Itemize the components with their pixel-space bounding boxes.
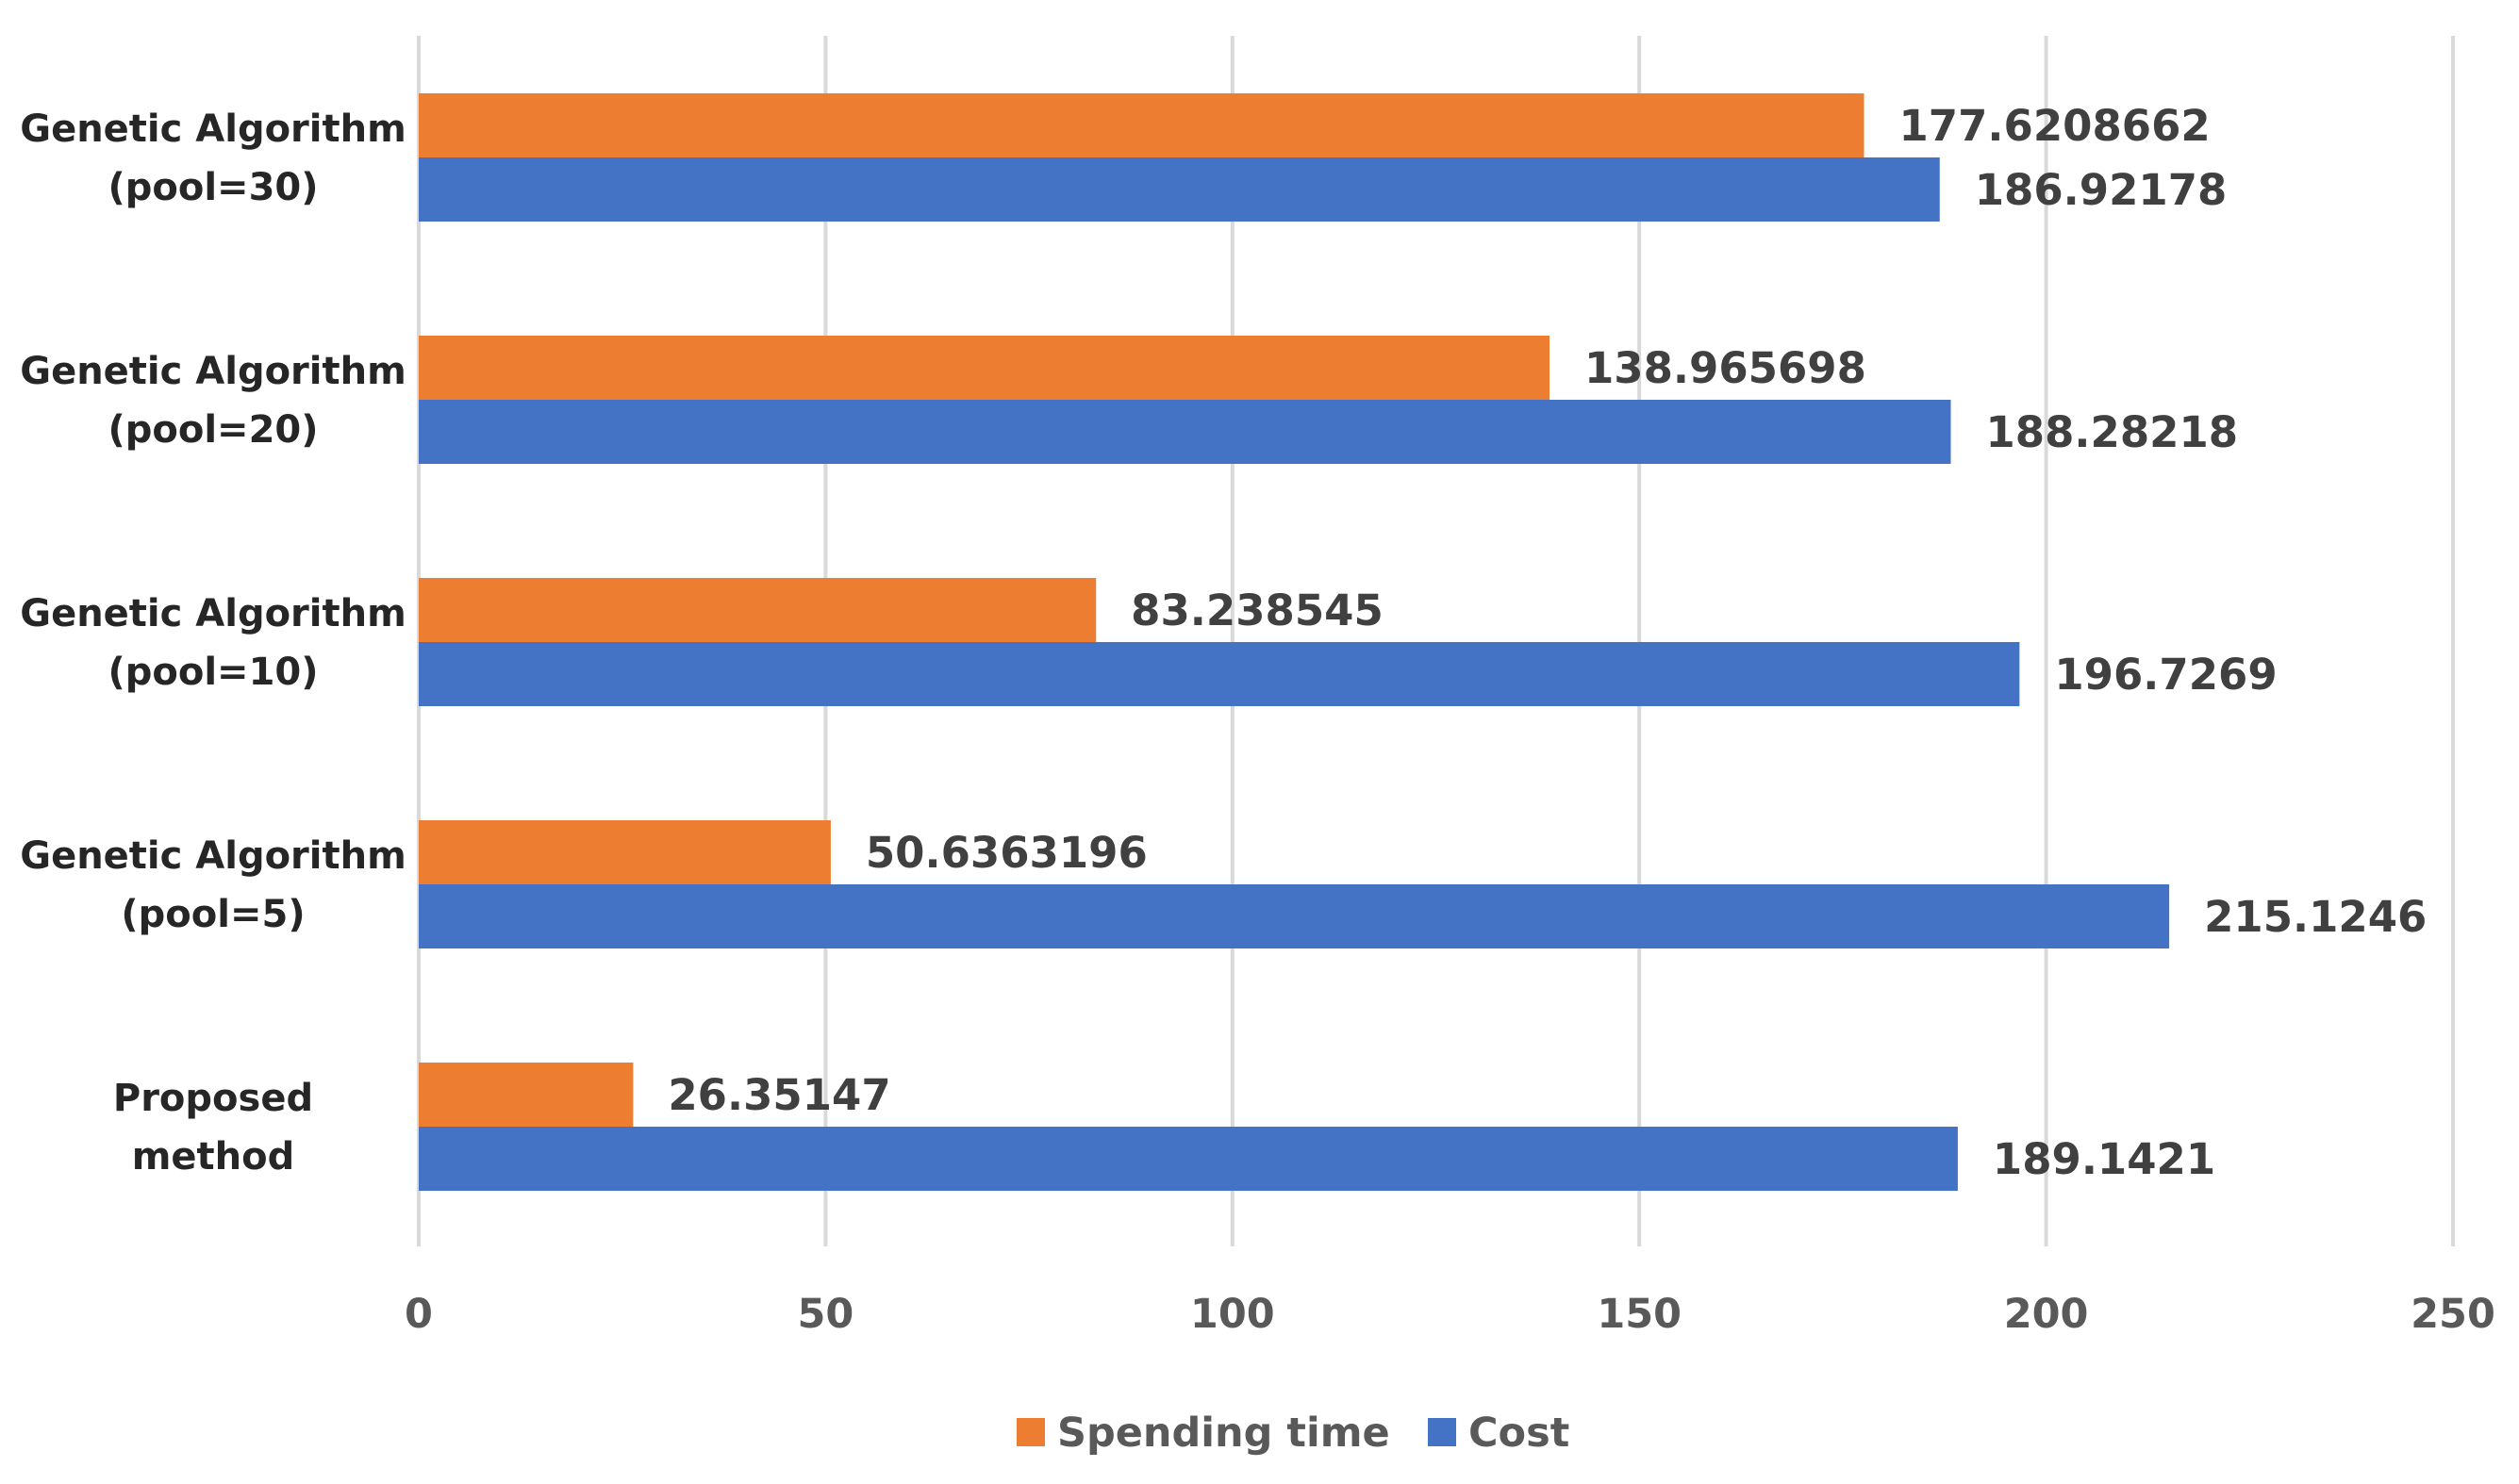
- x-tick-label-50: 50: [797, 1291, 853, 1338]
- bar-spending-time-3: [419, 820, 831, 884]
- legend-label-cost: Cost: [1468, 1410, 1569, 1457]
- category-label-3-line-1: (pool=5): [121, 893, 305, 936]
- category-label-0-line-0: Genetic Algorithm: [20, 107, 406, 151]
- x-tick-label-150: 150: [1597, 1291, 1682, 1338]
- category-label-2-line-0: Genetic Algorithm: [20, 592, 406, 635]
- legend-label-spending-time: Spending time: [1057, 1410, 1390, 1457]
- data-label-spending-time-0: 177.6208662: [1899, 101, 2211, 151]
- category-label-1-line-1: (pool=20): [108, 408, 318, 452]
- bar-cost-2: [419, 642, 2020, 706]
- bar-spending-time-1: [419, 336, 1550, 400]
- x-tick-label-0: 0: [405, 1291, 433, 1338]
- x-tick-label-250: 250: [2411, 1291, 2495, 1338]
- category-label-4-line-1: method: [132, 1135, 295, 1179]
- axes: 0 50 100 150 200 250 Genetic Algorithm (pool=30…: [20, 107, 2495, 1338]
- data-label-cost-2: 196.7269: [2054, 650, 2277, 700]
- gridlines: [417, 36, 2455, 1246]
- bar-cost-1: [419, 400, 1951, 464]
- x-tick-label-200: 200: [2004, 1291, 2089, 1338]
- category-label-2-line-1: (pool=10): [108, 651, 318, 694]
- data-label-spending-time-3: 50.6363196: [866, 828, 1148, 878]
- data-labels: 177.6208662 186.92178 138.965698 188.28218 8…: [668, 101, 2427, 1184]
- legend: Spending time Cost: [1017, 1410, 1569, 1457]
- bar-spending-time-0: [419, 93, 1864, 157]
- data-label-spending-time-4: 26.35147: [668, 1070, 890, 1120]
- category-label-4-line-0: Proposed: [113, 1077, 313, 1120]
- category-label-1-line-0: Genetic Algorithm: [20, 350, 406, 393]
- data-label-cost-3: 215.1246: [2204, 892, 2427, 942]
- bars: [419, 93, 2170, 1191]
- category-label-3-line-0: Genetic Algorithm: [20, 834, 406, 878]
- data-label-cost-4: 189.1421: [1993, 1134, 2215, 1184]
- bar-cost-4: [419, 1127, 1958, 1191]
- bar-spending-time-2: [419, 578, 1097, 642]
- data-label-cost-0: 186.92178: [1975, 165, 2228, 215]
- bar-spending-time-4: [419, 1063, 634, 1127]
- category-label-0-line-1: (pool=30): [108, 166, 318, 209]
- x-tick-label-100: 100: [1190, 1291, 1275, 1338]
- legend-swatch-cost: [1428, 1418, 1456, 1446]
- bar-cost-3: [419, 884, 2170, 948]
- legend-swatch-spending-time: [1017, 1418, 1045, 1446]
- data-label-spending-time-2: 83.238545: [1131, 585, 1384, 635]
- data-label-spending-time-1: 138.965698: [1584, 343, 1866, 393]
- bar-cost-0: [419, 157, 1940, 222]
- data-label-cost-1: 188.28218: [1985, 407, 2238, 457]
